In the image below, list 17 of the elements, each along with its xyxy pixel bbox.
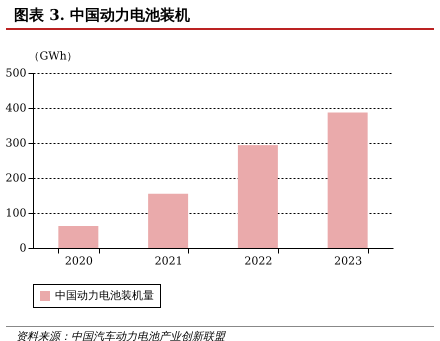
x-tick-label: 2021 bbox=[154, 254, 183, 268]
y-tick-label: 400 bbox=[6, 102, 26, 114]
legend-label: 中国动力电池装机量 bbox=[55, 289, 154, 302]
bar bbox=[238, 145, 278, 248]
bar bbox=[58, 226, 98, 248]
y-tick-label: 500 bbox=[6, 66, 26, 80]
x-tick-label: 2020 bbox=[64, 254, 93, 268]
y-tick-label: 300 bbox=[6, 136, 26, 150]
y-tick-label: 0 bbox=[20, 242, 26, 254]
y-tick-label: 100 bbox=[6, 206, 26, 220]
bar bbox=[328, 112, 368, 248]
bar bbox=[148, 194, 188, 248]
y-tick-label: 200 bbox=[6, 172, 26, 184]
x-tick-label: 2022 bbox=[244, 254, 272, 268]
x-tick-label: 2023 bbox=[334, 254, 362, 268]
y-axis-title: （GWh） bbox=[28, 50, 78, 62]
chart-title: 图表 3. 中国动力电池装机 bbox=[6, 0, 434, 30]
